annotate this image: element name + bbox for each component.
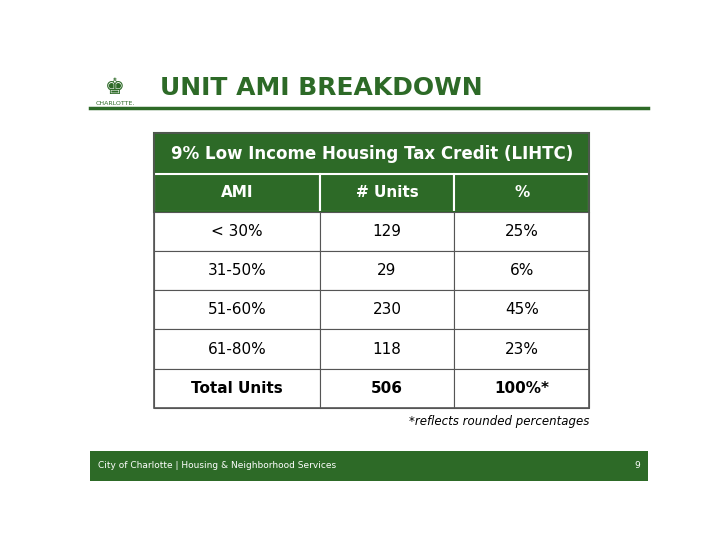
- Text: 6%: 6%: [510, 263, 534, 278]
- Text: 25%: 25%: [505, 224, 539, 239]
- Bar: [154, 329, 320, 369]
- Bar: [320, 291, 454, 329]
- Text: City of Charlotte | Housing & Neighborhood Services: City of Charlotte | Housing & Neighborho…: [99, 461, 336, 470]
- Text: 506: 506: [371, 381, 403, 396]
- Text: 31-50%: 31-50%: [207, 263, 266, 278]
- Bar: [454, 212, 590, 251]
- Bar: [454, 329, 590, 369]
- Bar: [154, 133, 590, 174]
- Text: 45%: 45%: [505, 302, 539, 318]
- Bar: [90, 451, 648, 481]
- Text: 100%*: 100%*: [495, 381, 549, 396]
- Bar: [154, 133, 590, 212]
- Bar: [320, 251, 454, 291]
- Bar: [154, 291, 320, 329]
- Bar: [454, 251, 590, 291]
- Bar: [154, 369, 320, 408]
- Text: 129: 129: [372, 224, 402, 239]
- Bar: [154, 174, 320, 212]
- Text: # Units: # Units: [356, 185, 418, 200]
- Text: CHARLOTTE.: CHARLOTTE.: [96, 101, 135, 106]
- Text: ♚: ♚: [105, 78, 125, 98]
- Bar: [320, 212, 454, 251]
- Text: AMI: AMI: [220, 185, 253, 200]
- Text: 9% Low Income Housing Tax Credit (LIHTC): 9% Low Income Housing Tax Credit (LIHTC): [171, 145, 573, 163]
- Bar: [154, 212, 320, 251]
- Bar: [154, 133, 590, 408]
- Text: *reflects rounded percentages: *reflects rounded percentages: [409, 415, 590, 428]
- Text: 9: 9: [634, 461, 639, 470]
- Bar: [320, 174, 454, 212]
- Text: Total Units: Total Units: [191, 381, 283, 396]
- Text: 118: 118: [372, 342, 402, 356]
- Text: < 30%: < 30%: [211, 224, 263, 239]
- Bar: [320, 329, 454, 369]
- Bar: [320, 369, 454, 408]
- Text: 51-60%: 51-60%: [207, 302, 266, 318]
- Bar: [454, 369, 590, 408]
- Text: 29: 29: [377, 263, 397, 278]
- Bar: [454, 291, 590, 329]
- Bar: [154, 251, 320, 291]
- Text: 23%: 23%: [505, 342, 539, 356]
- Text: 61-80%: 61-80%: [207, 342, 266, 356]
- Text: UNIT AMI BREAKDOWN: UNIT AMI BREAKDOWN: [160, 76, 482, 100]
- Text: %: %: [514, 185, 530, 200]
- Bar: [454, 174, 590, 212]
- Text: 230: 230: [372, 302, 402, 318]
